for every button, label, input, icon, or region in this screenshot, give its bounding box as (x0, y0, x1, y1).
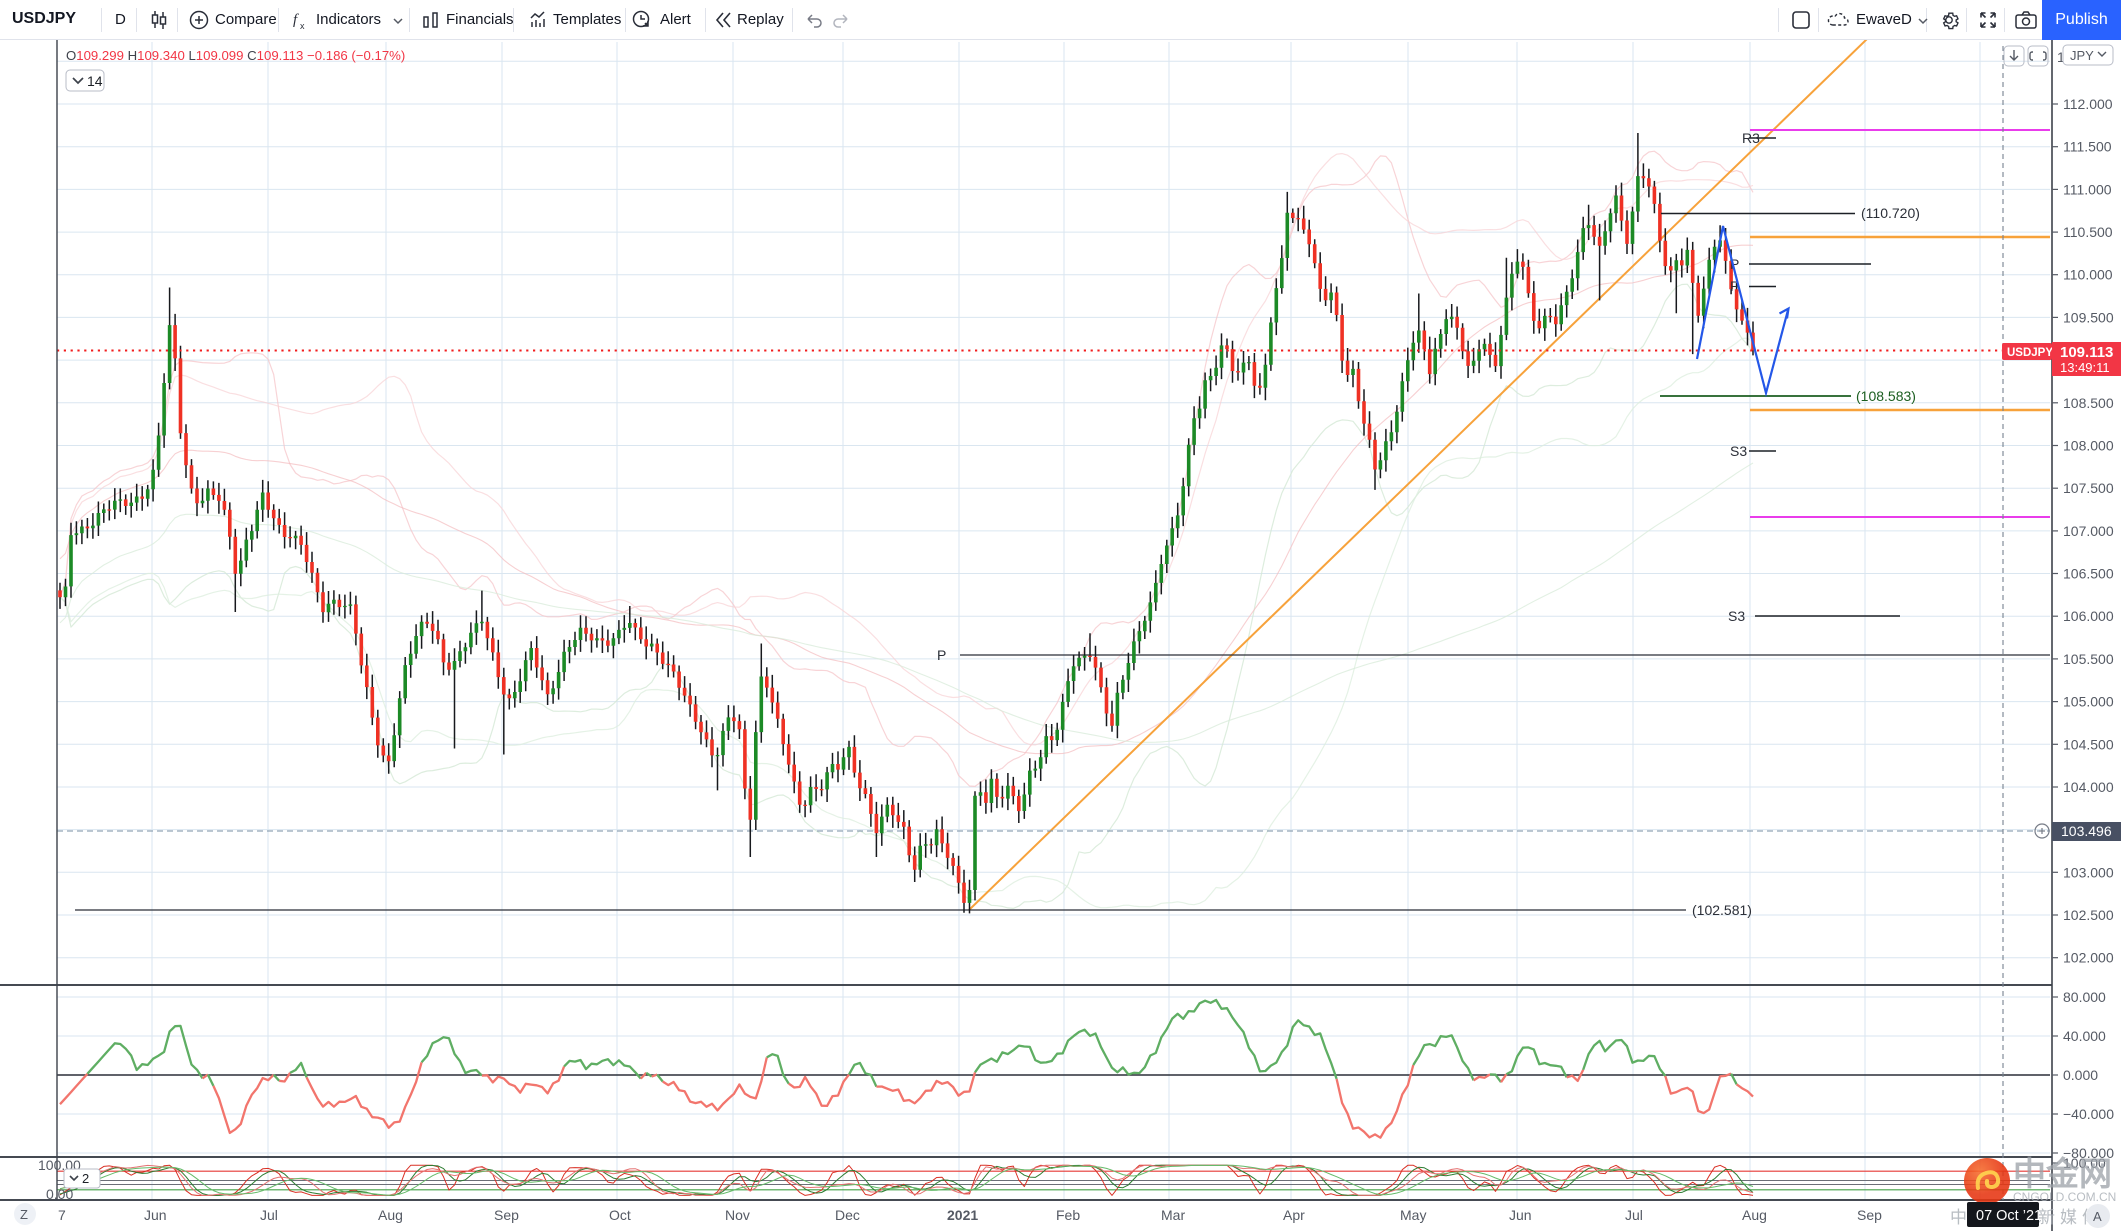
svg-text:108.500: 108.500 (2063, 395, 2114, 411)
svg-text:07 Oct ’21: 07 Oct ’21 (1976, 1208, 2042, 1224)
svg-text:1: 1 (2057, 49, 2065, 65)
svg-text:−80.000: −80.000 (2063, 1145, 2114, 1161)
svg-text:107.000: 107.000 (2063, 523, 2114, 539)
svg-text:P: P (937, 647, 946, 663)
svg-text:106.000: 106.000 (2063, 608, 2114, 624)
svg-text:CNGOLD.COM.CN: CNGOLD.COM.CN (2013, 1190, 2116, 1204)
svg-text:中金网: 中金网 (2013, 1155, 2112, 1192)
svg-text:S3: S3 (1728, 608, 1745, 624)
svg-text:x: x (300, 21, 305, 31)
svg-text:102.000: 102.000 (2063, 950, 2114, 966)
svg-text:Sep: Sep (494, 1207, 519, 1223)
svg-text:USDJPY: USDJPY (2007, 347, 2053, 359)
svg-text:Z: Z (20, 1207, 28, 1222)
svg-text:0.000: 0.000 (2063, 1067, 2098, 1083)
svg-text:Dec: Dec (835, 1207, 860, 1223)
svg-text:0.00: 0.00 (46, 1186, 73, 1202)
svg-text:100.00: 100.00 (2063, 1155, 2106, 1171)
svg-text:(102.581): (102.581) (1692, 902, 1752, 918)
svg-text:A: A (2093, 1209, 2102, 1224)
svg-text:111.500: 111.500 (2063, 139, 2112, 155)
svg-text:Jul: Jul (260, 1207, 278, 1223)
svg-text:−40.000: −40.000 (2063, 1106, 2114, 1122)
svg-text:109.500: 109.500 (2063, 309, 2114, 325)
svg-text:Aug: Aug (378, 1207, 403, 1223)
svg-text:102.500: 102.500 (2063, 907, 2114, 923)
svg-text:7: 7 (58, 1207, 66, 1223)
svg-text:111.000: 111.000 (2063, 181, 2112, 197)
svg-text:S3: S3 (1730, 443, 1747, 459)
svg-text:May: May (1400, 1207, 1426, 1223)
svg-text:103.496: 103.496 (2061, 823, 2112, 839)
svg-text:Mar: Mar (1161, 1207, 1185, 1223)
svg-text:109.113: 109.113 (2060, 344, 2113, 361)
svg-text:R3: R3 (1742, 130, 1760, 146)
svg-text:Oct: Oct (609, 1207, 631, 1223)
svg-text:110.500: 110.500 (2063, 224, 2113, 240)
svg-text:Feb: Feb (1056, 1207, 1080, 1223)
svg-text:110.000: 110.000 (2063, 267, 2113, 283)
svg-text:104.000: 104.000 (2063, 779, 2114, 795)
svg-text:f: f (293, 12, 299, 28)
svg-text:108.000: 108.000 (2063, 438, 2114, 454)
svg-text:Apr: Apr (1283, 1207, 1305, 1223)
svg-text:O109.299 H109.340 L109.099 C10: O109.299 H109.340 L109.099 C109.113 −0.1… (66, 48, 405, 63)
svg-text:105.000: 105.000 (2063, 694, 2114, 710)
svg-text:80.000: 80.000 (2063, 989, 2106, 1005)
svg-text:112.000: 112.000 (2063, 96, 2113, 112)
svg-text:14: 14 (87, 73, 103, 89)
svg-text:105.500: 105.500 (2063, 651, 2114, 667)
svg-text:13:49:11: 13:49:11 (2060, 360, 2110, 375)
svg-text:107.500: 107.500 (2063, 480, 2114, 496)
svg-text:(110.720): (110.720) (1861, 205, 1920, 221)
svg-text:Jun: Jun (144, 1207, 167, 1223)
svg-text:Sep: Sep (1857, 1207, 1882, 1223)
svg-text:Jun: Jun (1509, 1207, 1532, 1223)
svg-text:P: P (1730, 256, 1739, 272)
svg-text:P: P (1730, 278, 1739, 294)
svg-text:JPY: JPY (2070, 48, 2094, 63)
svg-text:40.000: 40.000 (2063, 1028, 2106, 1044)
svg-text:Aug: Aug (1742, 1207, 1767, 1223)
svg-text:2: 2 (82, 1171, 89, 1186)
svg-text:Jul: Jul (1625, 1207, 1643, 1223)
svg-text:(108.583): (108.583) (1856, 388, 1916, 404)
svg-text:106.500: 106.500 (2063, 566, 2114, 582)
svg-text:2021: 2021 (947, 1207, 978, 1223)
svg-text:Nov: Nov (725, 1207, 750, 1223)
svg-text:104.500: 104.500 (2063, 736, 2114, 752)
svg-text:103.000: 103.000 (2063, 864, 2114, 880)
